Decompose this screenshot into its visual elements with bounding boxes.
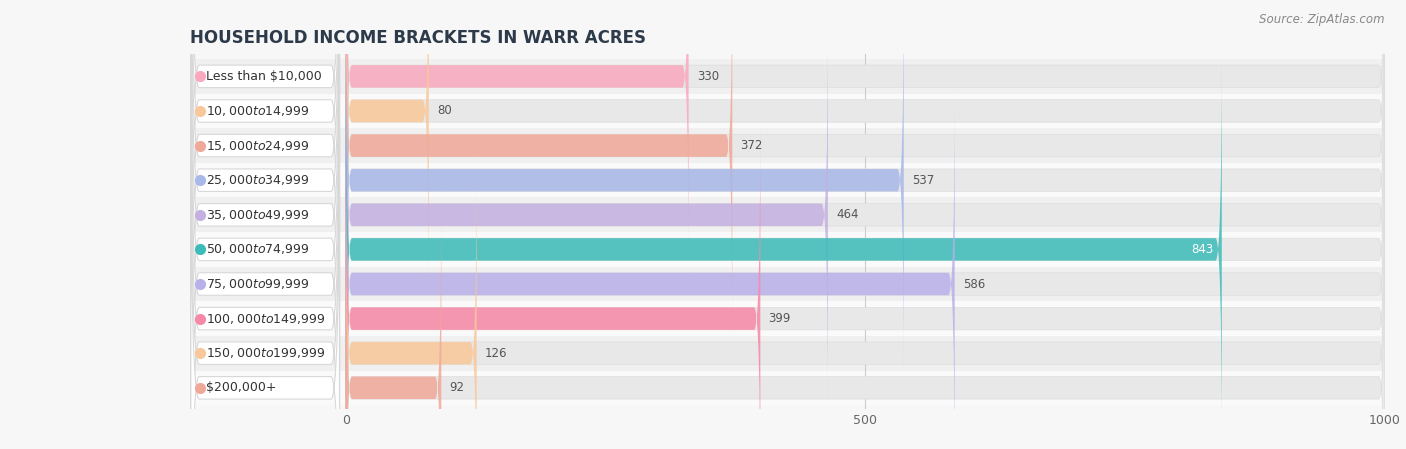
Text: 330: 330 bbox=[697, 70, 718, 83]
FancyBboxPatch shape bbox=[191, 0, 339, 377]
FancyBboxPatch shape bbox=[346, 0, 1385, 377]
FancyBboxPatch shape bbox=[346, 0, 904, 377]
FancyBboxPatch shape bbox=[191, 53, 339, 449]
FancyBboxPatch shape bbox=[346, 88, 1385, 449]
FancyBboxPatch shape bbox=[191, 18, 339, 449]
FancyBboxPatch shape bbox=[346, 0, 1385, 342]
FancyBboxPatch shape bbox=[346, 88, 955, 449]
FancyBboxPatch shape bbox=[190, 301, 1385, 336]
Text: $75,000 to $99,999: $75,000 to $99,999 bbox=[207, 277, 309, 291]
FancyBboxPatch shape bbox=[190, 370, 1385, 405]
Text: 80: 80 bbox=[437, 105, 451, 118]
Text: 126: 126 bbox=[485, 347, 508, 360]
FancyBboxPatch shape bbox=[346, 122, 761, 449]
FancyBboxPatch shape bbox=[191, 0, 339, 449]
FancyBboxPatch shape bbox=[346, 0, 689, 273]
FancyBboxPatch shape bbox=[346, 0, 733, 342]
FancyBboxPatch shape bbox=[191, 0, 339, 446]
FancyBboxPatch shape bbox=[191, 88, 339, 449]
FancyBboxPatch shape bbox=[346, 18, 828, 411]
Text: 537: 537 bbox=[912, 174, 935, 187]
FancyBboxPatch shape bbox=[191, 122, 339, 449]
FancyBboxPatch shape bbox=[346, 0, 1385, 308]
Text: $10,000 to $14,999: $10,000 to $14,999 bbox=[207, 104, 309, 118]
FancyBboxPatch shape bbox=[190, 232, 1385, 267]
FancyBboxPatch shape bbox=[191, 0, 339, 449]
FancyBboxPatch shape bbox=[346, 18, 1385, 411]
FancyBboxPatch shape bbox=[190, 128, 1385, 163]
Text: 372: 372 bbox=[741, 139, 763, 152]
FancyBboxPatch shape bbox=[190, 94, 1385, 128]
Text: 399: 399 bbox=[769, 312, 792, 325]
Text: Source: ZipAtlas.com: Source: ZipAtlas.com bbox=[1260, 13, 1385, 26]
FancyBboxPatch shape bbox=[346, 122, 1385, 449]
FancyBboxPatch shape bbox=[346, 0, 429, 308]
FancyBboxPatch shape bbox=[190, 163, 1385, 198]
Text: 464: 464 bbox=[837, 208, 859, 221]
Text: 843: 843 bbox=[1191, 243, 1213, 256]
FancyBboxPatch shape bbox=[346, 191, 1385, 449]
FancyBboxPatch shape bbox=[346, 0, 1385, 273]
Text: Less than $10,000: Less than $10,000 bbox=[207, 70, 322, 83]
Text: $200,000+: $200,000+ bbox=[207, 381, 277, 394]
Text: HOUSEHOLD INCOME BRACKETS IN WARR ACRES: HOUSEHOLD INCOME BRACKETS IN WARR ACRES bbox=[190, 29, 645, 47]
Text: 92: 92 bbox=[450, 381, 464, 394]
FancyBboxPatch shape bbox=[346, 53, 1222, 446]
FancyBboxPatch shape bbox=[346, 53, 1385, 446]
Text: $150,000 to $199,999: $150,000 to $199,999 bbox=[207, 346, 326, 360]
Text: 586: 586 bbox=[963, 277, 986, 291]
FancyBboxPatch shape bbox=[190, 336, 1385, 370]
Text: $35,000 to $49,999: $35,000 to $49,999 bbox=[207, 208, 309, 222]
FancyBboxPatch shape bbox=[190, 267, 1385, 301]
Text: $100,000 to $149,999: $100,000 to $149,999 bbox=[207, 312, 326, 326]
FancyBboxPatch shape bbox=[346, 191, 441, 449]
FancyBboxPatch shape bbox=[346, 157, 1385, 449]
FancyBboxPatch shape bbox=[191, 0, 339, 342]
FancyBboxPatch shape bbox=[190, 59, 1385, 94]
Text: $25,000 to $34,999: $25,000 to $34,999 bbox=[207, 173, 309, 187]
Text: $50,000 to $74,999: $50,000 to $74,999 bbox=[207, 242, 309, 256]
FancyBboxPatch shape bbox=[346, 157, 477, 449]
FancyBboxPatch shape bbox=[191, 0, 339, 411]
FancyBboxPatch shape bbox=[190, 198, 1385, 232]
Text: $15,000 to $24,999: $15,000 to $24,999 bbox=[207, 139, 309, 153]
